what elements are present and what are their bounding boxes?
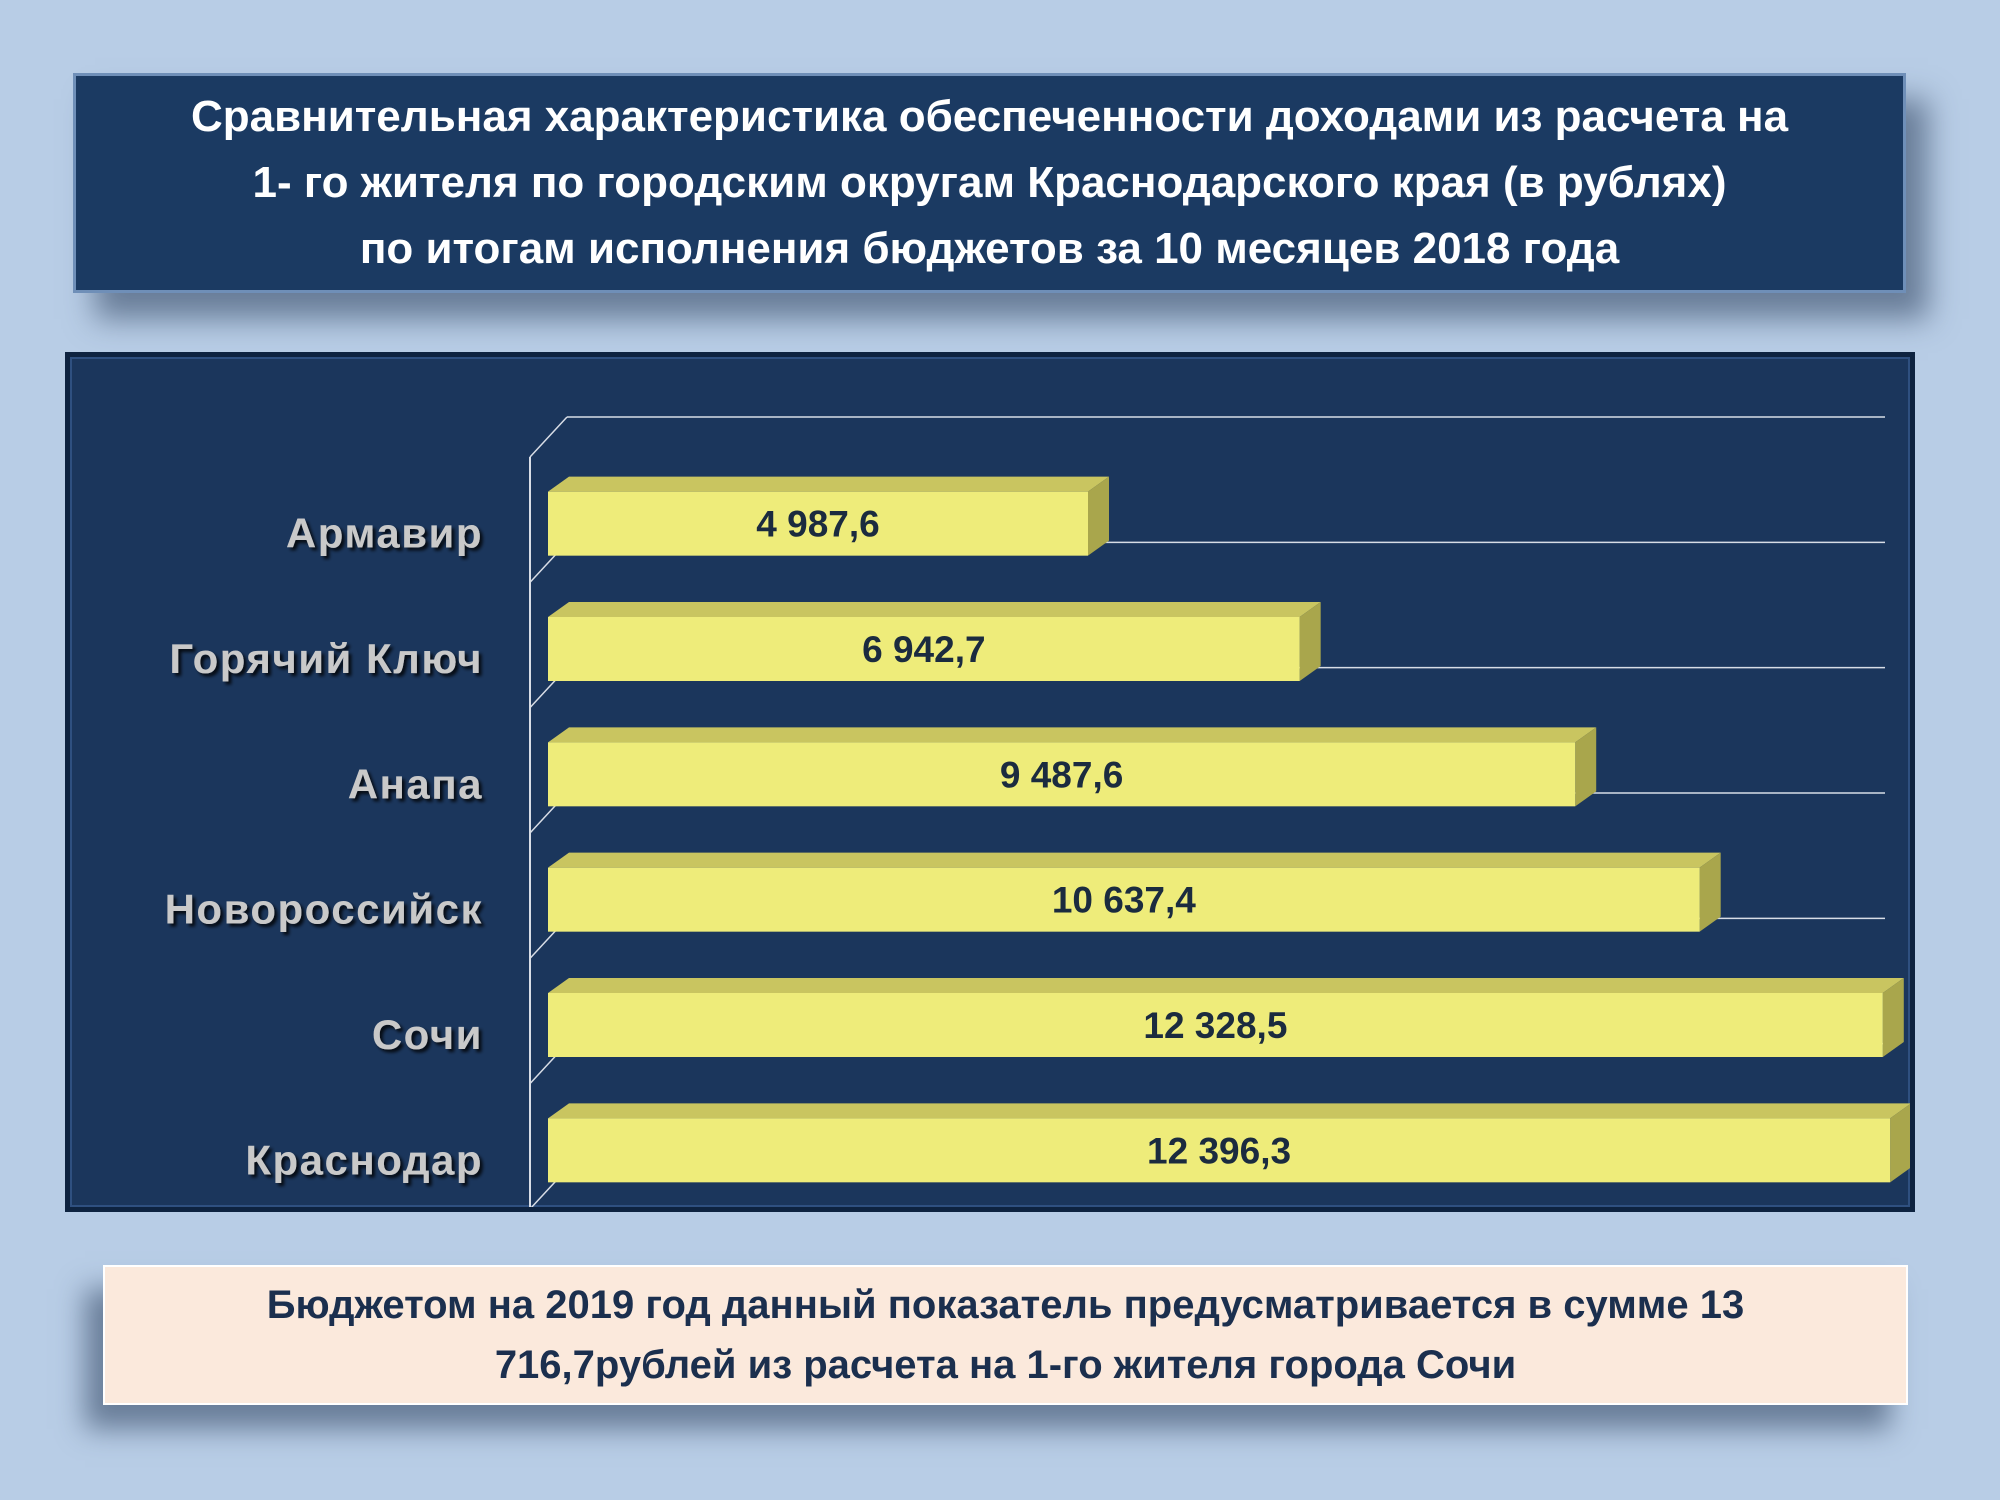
title-line-2: 1- го жителя по городским округам Красно… (252, 158, 1727, 207)
bar-top-5 (548, 1103, 1910, 1119)
data-label-5: 12 396,3 (1147, 1130, 1291, 1171)
chart-panel: 4 987,6 Армавир 6 942,7 Горячий Ключ 9 487,6… (65, 352, 1915, 1212)
title-banner: Сравнительная характеристика обеспеченно… (73, 73, 1906, 293)
bar-chart: 4 987,6 Армавир 6 942,7 Горячий Ключ 9 487,6… (165, 416, 1910, 1207)
category-label-2: Анапа (348, 760, 483, 807)
bar-0 (548, 491, 1088, 556)
title-line-1: Сравнительная характеристика обеспеченно… (190, 92, 1789, 141)
data-label-4: 12 328,5 (1143, 1005, 1287, 1046)
bar-side-3 (1699, 852, 1721, 932)
bar-4 (548, 993, 1883, 1057)
data-label-1: 6 942,7 (862, 629, 985, 670)
bar-1 (548, 617, 1300, 681)
budget-note: Бюджетом на 2019 год данный показатель п… (103, 1265, 1908, 1405)
bar-side-0 (1088, 476, 1109, 556)
category-label-4: Сочи (372, 1011, 483, 1058)
data-label-2: 9 487,6 (1000, 754, 1123, 795)
category-label-5: Краснодар (245, 1136, 483, 1183)
bar-top-1 (548, 602, 1321, 617)
bar-top-2 (548, 727, 1597, 743)
note-line-2: 716,7рублей из расчета на 1-го жителя го… (494, 1343, 1517, 1387)
bar-side-5 (1890, 1104, 1910, 1183)
category-label-0: Армавир (286, 510, 483, 557)
bar-top-0 (548, 476, 1109, 492)
bar-5 (548, 1118, 1891, 1183)
bar-side-4 (1882, 978, 1904, 1057)
bar-side-2 (1575, 727, 1597, 807)
data-label-3: 10 637,4 (1052, 880, 1196, 921)
bar-2 (548, 742, 1576, 807)
bar-3 (548, 867, 1700, 932)
category-label-1: Горячий Ключ (169, 635, 483, 682)
gridline-floor-edge (529, 416, 568, 458)
data-label-0: 4 987,6 (756, 504, 879, 545)
bar-top-4 (548, 978, 1904, 993)
bar-top-3 (548, 852, 1721, 868)
note-line-1: Бюджетом на 2019 год данный показатель п… (266, 1283, 1745, 1327)
bar-side-1 (1299, 602, 1321, 681)
title-line-3: по итогам исполнения бюджетов за 10 меся… (359, 224, 1620, 273)
category-label-3: Новороссийск (165, 886, 483, 933)
